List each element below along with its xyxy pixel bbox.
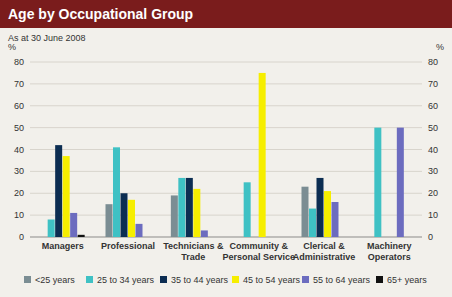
tick-label: 0 bbox=[428, 232, 433, 242]
bar bbox=[40, 237, 47, 238]
title: Age by Occupational Group bbox=[8, 6, 193, 22]
grid-line bbox=[30, 83, 422, 84]
legend-swatch bbox=[232, 276, 239, 283]
bar bbox=[136, 224, 143, 237]
bar bbox=[78, 235, 85, 237]
bar bbox=[48, 220, 55, 238]
tick-label: 10 bbox=[428, 210, 438, 220]
tick-label: 70 bbox=[428, 79, 438, 89]
tick-label: 30 bbox=[428, 166, 438, 176]
legend-label: 45 to 54 years bbox=[243, 275, 301, 285]
grid-line bbox=[30, 215, 422, 216]
bar bbox=[201, 230, 208, 237]
grid-line bbox=[30, 62, 422, 63]
legend-swatch bbox=[24, 276, 31, 283]
grid-line bbox=[30, 127, 422, 128]
tick-label: 40 bbox=[428, 145, 438, 155]
tick-label: 50 bbox=[14, 123, 24, 133]
grid-line bbox=[30, 105, 422, 106]
legend-swatch bbox=[376, 276, 383, 283]
bar bbox=[244, 182, 251, 237]
category-label: Clerical &Administrative bbox=[293, 241, 356, 262]
bar bbox=[236, 237, 243, 238]
y-axis-label: % bbox=[8, 42, 16, 52]
category-label: MachineryOperators bbox=[367, 241, 412, 262]
bar bbox=[63, 156, 70, 237]
bar bbox=[171, 195, 178, 237]
grid-line bbox=[30, 237, 422, 238]
bar bbox=[106, 204, 113, 237]
legend-label: <25 years bbox=[35, 275, 75, 285]
bar bbox=[274, 237, 281, 238]
category-label: Managers bbox=[42, 241, 84, 251]
bar bbox=[208, 237, 215, 238]
bar bbox=[121, 193, 128, 237]
bar bbox=[367, 237, 374, 238]
bar bbox=[389, 237, 396, 238]
tick-label: 10 bbox=[14, 210, 24, 220]
bar bbox=[324, 191, 331, 237]
bar bbox=[374, 128, 381, 237]
bar bbox=[259, 73, 266, 237]
header-band bbox=[0, 0, 452, 28]
tick-label: 40 bbox=[14, 145, 24, 155]
legend-label: 65+ years bbox=[387, 275, 427, 285]
bar bbox=[70, 213, 77, 237]
tick-label: 60 bbox=[14, 101, 24, 111]
category-label: Technicians &Trade bbox=[163, 241, 224, 262]
bar bbox=[193, 189, 200, 237]
grid-line bbox=[30, 171, 422, 172]
bar bbox=[404, 237, 411, 238]
tick-label: 80 bbox=[428, 57, 438, 67]
grid-line bbox=[30, 149, 422, 150]
bar bbox=[186, 178, 193, 237]
tick-label: 70 bbox=[14, 79, 24, 89]
bar bbox=[309, 209, 316, 237]
bars bbox=[48, 73, 404, 237]
legend-label: 55 to 64 years bbox=[313, 275, 371, 285]
bar bbox=[332, 202, 339, 237]
tick-label: 60 bbox=[428, 101, 438, 111]
tick-label: 50 bbox=[428, 123, 438, 133]
bar bbox=[266, 237, 273, 238]
bar bbox=[339, 237, 346, 238]
legend-swatch bbox=[86, 276, 93, 283]
y-axis-label: % bbox=[436, 42, 444, 52]
bar bbox=[55, 145, 62, 237]
background bbox=[0, 0, 452, 297]
bar bbox=[143, 237, 150, 238]
legend-label: 25 to 34 years bbox=[97, 275, 155, 285]
bar bbox=[251, 237, 258, 238]
tick-label: 20 bbox=[428, 188, 438, 198]
bar bbox=[128, 200, 135, 237]
bar bbox=[317, 178, 324, 237]
bar bbox=[397, 128, 404, 237]
bar bbox=[302, 187, 309, 237]
legend-swatch bbox=[160, 276, 167, 283]
tick-label: 30 bbox=[14, 166, 24, 176]
bar bbox=[113, 147, 120, 237]
bar bbox=[178, 178, 185, 237]
subtitle: As at 30 June 2008 bbox=[8, 33, 86, 43]
category-label: Community &Personal Service bbox=[222, 241, 295, 262]
x-axis bbox=[30, 237, 422, 238]
legend-swatch bbox=[302, 276, 309, 283]
tick-label: 80 bbox=[14, 57, 24, 67]
legend-label: 35 to 44 years bbox=[171, 275, 229, 285]
tick-label: 0 bbox=[19, 232, 24, 242]
category-label: Professional bbox=[101, 241, 155, 251]
bar bbox=[382, 237, 389, 238]
grid-line bbox=[30, 193, 422, 194]
chart: Age by Occupational Group As at 30 June 2… bbox=[0, 0, 452, 297]
tick-label: 20 bbox=[14, 188, 24, 198]
